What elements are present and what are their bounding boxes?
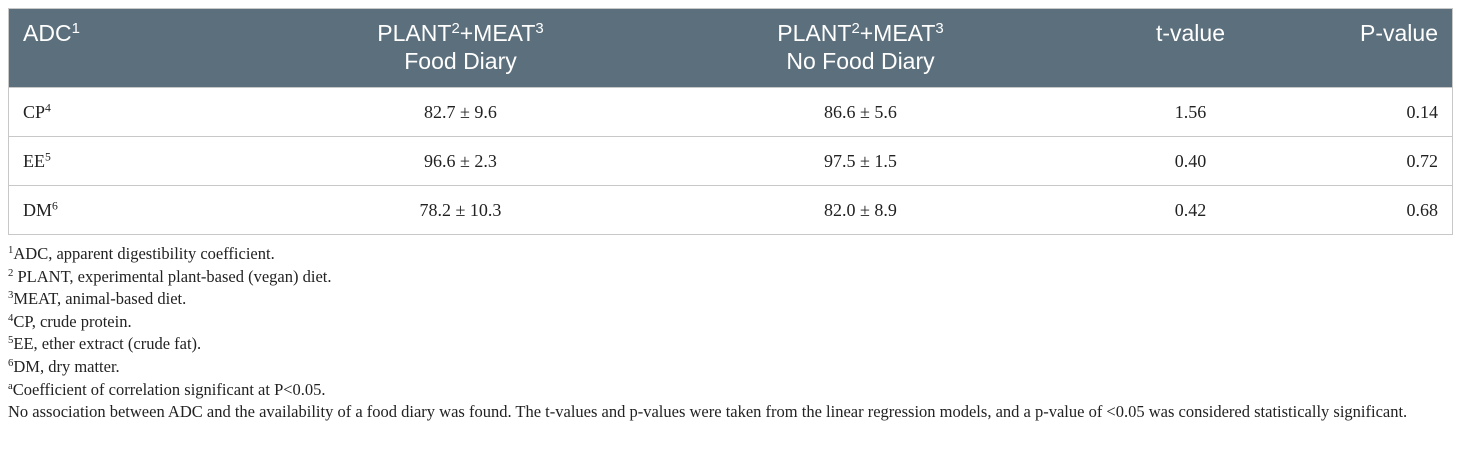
header-cell: PLANT2+MEAT3 No Food Diary bbox=[670, 8, 1051, 88]
table-cell: 0.72 bbox=[1330, 136, 1453, 186]
superscript: 2 bbox=[451, 19, 460, 37]
text-run: Food Diary bbox=[404, 48, 517, 74]
superscript: 6 bbox=[52, 199, 58, 213]
header-line: P-value bbox=[1345, 19, 1438, 47]
table-cell: 82.7 ± 9.6 bbox=[250, 87, 671, 137]
table-cell: 86.6 ± 5.6 bbox=[670, 87, 1051, 137]
superscript: 2 bbox=[8, 266, 14, 279]
header-cell: P-value bbox=[1330, 8, 1453, 88]
table-row: DM6 78.2 ± 10.3 82.0 ± 8.9 0.42 0.68 bbox=[8, 185, 1453, 235]
header-cell: PLANT2+MEAT3 Food Diary bbox=[250, 8, 671, 88]
footnote: 4CP, crude protein. bbox=[8, 311, 1452, 334]
text-run: MEAT, animal-based diet. bbox=[13, 289, 187, 309]
footnote: 5EE, ether extract (crude fat). bbox=[8, 333, 1452, 356]
header-line: PLANT2+MEAT3 bbox=[685, 19, 1037, 47]
text-run: ADC, apparent digestibility coefficient. bbox=[13, 244, 275, 263]
superscript: a bbox=[8, 379, 13, 392]
superscript: 4 bbox=[8, 311, 14, 324]
header-cell: t-value bbox=[1050, 8, 1331, 88]
table-cell: DM6 bbox=[8, 185, 251, 235]
header-line: PLANT2+MEAT3 bbox=[265, 19, 657, 47]
text-run: P-value bbox=[1360, 20, 1438, 46]
footnotes: 1ADC, apparent digestibility coefficient… bbox=[8, 243, 1452, 424]
text-run: ADC bbox=[23, 20, 72, 46]
table-row: EE5 96.6 ± 2.3 97.5 ± 1.5 0.40 0.72 bbox=[8, 136, 1453, 186]
table-row: CP4 82.7 ± 9.6 86.6 ± 5.6 1.56 0.14 bbox=[8, 87, 1453, 137]
text-run: DM, dry matter. bbox=[13, 356, 120, 376]
table-cell: 82.0 ± 8.9 bbox=[670, 185, 1051, 235]
text-run: CP, crude protein. bbox=[13, 311, 132, 331]
text-run: PLANT bbox=[777, 20, 852, 46]
table-body: CP4 82.7 ± 9.6 86.6 ± 5.6 1.56 0.14 EE5 96.6 ±… bbox=[8, 87, 1453, 235]
text-run: PLANT bbox=[377, 20, 452, 46]
header-line: Food Diary bbox=[265, 47, 657, 75]
table-cell: 78.2 ± 10.3 bbox=[250, 185, 671, 235]
text-run: +MEAT bbox=[859, 20, 936, 46]
table-cell: 0.14 bbox=[1330, 87, 1453, 137]
header-cell: ADC1 bbox=[8, 8, 251, 88]
superscript: 3 bbox=[8, 289, 14, 302]
superscript: 3 bbox=[935, 19, 944, 37]
header-line: ADC1 bbox=[23, 19, 237, 47]
table-cell: 0.68 bbox=[1330, 185, 1453, 235]
footnote: 3MEAT, animal-based diet. bbox=[8, 288, 1452, 311]
header-line: t-value bbox=[1065, 19, 1317, 47]
table-cell: 0.42 bbox=[1050, 185, 1331, 235]
superscript: 6 bbox=[8, 357, 14, 370]
text-run: DM bbox=[23, 199, 53, 220]
text-run: No association between ADC and the avail… bbox=[8, 402, 1408, 422]
superscript: 4 bbox=[45, 101, 51, 115]
footnote: aCoefficient of correlation significant … bbox=[8, 379, 1452, 402]
superscript: 1 bbox=[71, 19, 80, 37]
text-run: EE, ether extract (crude fat). bbox=[13, 334, 202, 354]
superscript: 3 bbox=[535, 19, 544, 37]
text-run: +MEAT bbox=[459, 20, 536, 46]
footnote: 1ADC, apparent digestibility coefficient… bbox=[8, 243, 1452, 266]
footnote: No association between ADC and the avail… bbox=[8, 401, 1452, 424]
text-run: EE bbox=[23, 150, 45, 171]
table-cell: 0.40 bbox=[1050, 136, 1331, 186]
header-line: No Food Diary bbox=[685, 47, 1037, 75]
table-cell: EE5 bbox=[8, 136, 251, 186]
table-cell: 97.5 ± 1.5 bbox=[670, 136, 1051, 186]
text-run: Coefficient of correlation significant a… bbox=[12, 379, 326, 399]
table-cell: 1.56 bbox=[1050, 87, 1331, 137]
table-cell: CP4 bbox=[8, 87, 251, 137]
footnote: 2 PLANT, experimental plant-based (vegan… bbox=[8, 266, 1452, 289]
text-run: No Food Diary bbox=[786, 48, 935, 74]
table-cell: 96.6 ± 2.3 bbox=[250, 136, 671, 186]
superscript: 5 bbox=[45, 150, 51, 164]
text-run: t-value bbox=[1155, 20, 1226, 46]
table-page: ADC1 PLANT2+MEAT3 Food Diary PLANT2+MEAT3 No… bbox=[8, 8, 1453, 424]
text-run: PLANT, experimental plant-based (vegan) … bbox=[13, 266, 332, 286]
header-row: ADC1 PLANT2+MEAT3 Food Diary PLANT2+MEAT3 No… bbox=[8, 8, 1453, 88]
superscript: 2 bbox=[851, 19, 860, 37]
superscript: 1 bbox=[8, 244, 14, 257]
superscript: 5 bbox=[8, 334, 14, 347]
text-run: CP bbox=[23, 101, 46, 122]
footnote: 6DM, dry matter. bbox=[8, 356, 1452, 379]
data-table: ADC1 PLANT2+MEAT3 Food Diary PLANT2+MEAT3 No… bbox=[8, 8, 1453, 235]
